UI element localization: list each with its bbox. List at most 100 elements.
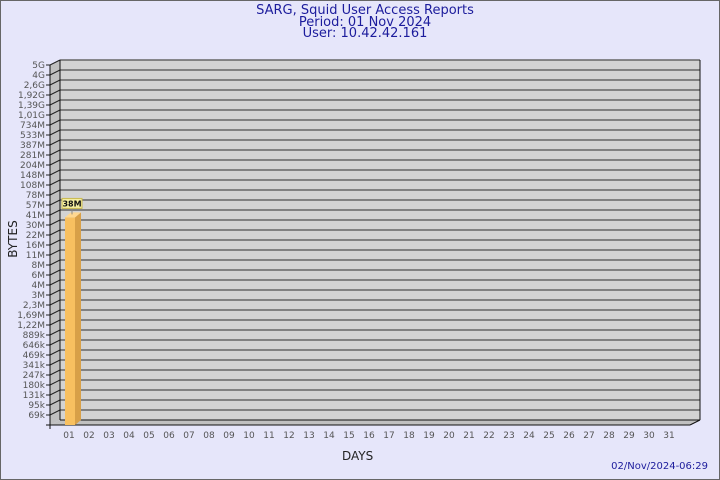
x-tick-label: 07 (183, 431, 194, 441)
gridline-diagonal (49, 219, 61, 226)
x-tick-label: 10 (243, 431, 255, 441)
gridline-diagonal (49, 239, 61, 246)
y-tick-label: 1,92G (18, 91, 45, 101)
y-tick-label: 8M (32, 261, 46, 271)
bar-front (65, 217, 75, 425)
x-tick-label: 02 (83, 431, 94, 441)
gridline-diagonal (49, 139, 61, 146)
bar-side (75, 212, 81, 425)
y-tick-label: 3M (32, 291, 46, 301)
x-tick-label: 28 (603, 431, 615, 441)
x-tick-label: 27 (583, 431, 594, 441)
timestamp: 02/Nov/2024-06:29 (611, 461, 708, 472)
x-tick-label: 08 (203, 431, 215, 441)
gridline-diagonal (49, 269, 61, 276)
y-tick-label: 2,6G (24, 81, 45, 91)
y-tick-label: 734M (20, 121, 45, 131)
x-tick-label: 26 (563, 431, 575, 441)
gridline-diagonal (49, 209, 61, 216)
x-tick-label: 15 (343, 431, 354, 441)
y-tick-label: 1,01G (18, 111, 45, 121)
y-tick-label: 6M (32, 271, 46, 281)
y-tick-label: 16M (26, 241, 45, 251)
y-tick-label: 4G (32, 71, 45, 81)
x-tick-label: 14 (323, 431, 335, 441)
x-tick-label: 29 (623, 431, 635, 441)
y-tick-label: 1,22M (17, 321, 45, 331)
y-tick-label: 108M (20, 181, 45, 191)
x-tick-label: 05 (143, 431, 154, 441)
gridline-diagonal (49, 149, 61, 156)
y-tick-label: 4M (32, 281, 46, 291)
x-tick-label: 09 (223, 431, 235, 441)
floor-edge (689, 419, 701, 426)
x-tick-label: 03 (103, 431, 114, 441)
gridline-diagonal (49, 339, 61, 346)
x-tick-label: 31 (663, 431, 674, 441)
y-axis-label: BYTES (6, 220, 20, 258)
gridline-diagonal (49, 79, 61, 86)
gridline-diagonal (49, 99, 61, 106)
bar-top (65, 212, 81, 218)
y-tick-label: 341k (23, 361, 46, 371)
y-tick-label: 889k (23, 331, 46, 341)
gridline-diagonal (49, 369, 61, 376)
gridline-diagonal (49, 389, 61, 396)
x-tick-label: 21 (463, 431, 474, 441)
x-tick-label: 18 (403, 431, 415, 441)
gridline-diagonal (49, 289, 61, 296)
y-tick-label: 11M (26, 251, 45, 261)
chart-period: Period: 01 Nov 2024 (298, 15, 432, 30)
x-tick-label: 20 (443, 431, 455, 441)
x-tick-label: 13 (303, 431, 314, 441)
gridline-diagonal (49, 359, 61, 366)
x-tick-label: 04 (123, 431, 135, 441)
gridline-diagonal (49, 379, 61, 386)
y-tick-label: 57M (26, 201, 45, 211)
y-tick-label: 247k (23, 371, 46, 381)
gridline-diagonal (49, 69, 61, 76)
gridline-diagonal (49, 399, 61, 406)
x-tick-label: 17 (383, 431, 394, 441)
y-tick-label: 387M (20, 141, 45, 151)
x-tick-label: 19 (423, 431, 435, 441)
x-axis-label: DAYS (342, 449, 374, 463)
floor (50, 420, 700, 425)
gridline-diagonal (49, 169, 61, 176)
gridline-diagonal (49, 109, 61, 116)
x-tick-label: 24 (523, 431, 535, 441)
y-tick-label: 469k (23, 351, 46, 361)
x-tick-label: 25 (543, 431, 554, 441)
y-tick-label: 2,3M (23, 301, 45, 311)
gridline-diagonal (49, 159, 61, 166)
y-tick-label: 204M (20, 161, 45, 171)
y-tick-label: 22M (26, 231, 45, 241)
x-tick-label: 06 (163, 431, 175, 441)
y-tick-label: 95k (28, 401, 45, 411)
x-tick-label: 01 (63, 431, 74, 441)
data-label-box (61, 197, 83, 209)
gridline-diagonal (49, 249, 61, 256)
x-tick-label: 12 (283, 431, 294, 441)
gridline-diagonal (49, 259, 61, 266)
gridline-diagonal (49, 279, 61, 286)
gridline-diagonal (49, 229, 61, 236)
y-tick-label: 148M (20, 171, 45, 181)
y-tick-label: 131k (23, 391, 46, 401)
y-tick-label: 5G (32, 61, 45, 71)
y-tick-label: 1,39G (18, 101, 45, 111)
gridline-diagonal (49, 329, 61, 336)
y-tick-label: 180k (23, 381, 46, 391)
y-tick-label: 646k (23, 341, 46, 351)
gridline-diagonal (49, 89, 61, 96)
data-label: 38M (62, 199, 81, 208)
chart-user: User: 10.42.42.161 (302, 26, 428, 41)
y-tick-label: 533M (20, 131, 45, 141)
y-tick-label: 69k (28, 411, 45, 421)
gridline-diagonal (49, 349, 61, 356)
gridline-diagonal (49, 199, 61, 206)
gridline-diagonal (49, 59, 61, 66)
gridline-diagonal (49, 119, 61, 126)
y-tick-label: 281M (20, 151, 45, 161)
